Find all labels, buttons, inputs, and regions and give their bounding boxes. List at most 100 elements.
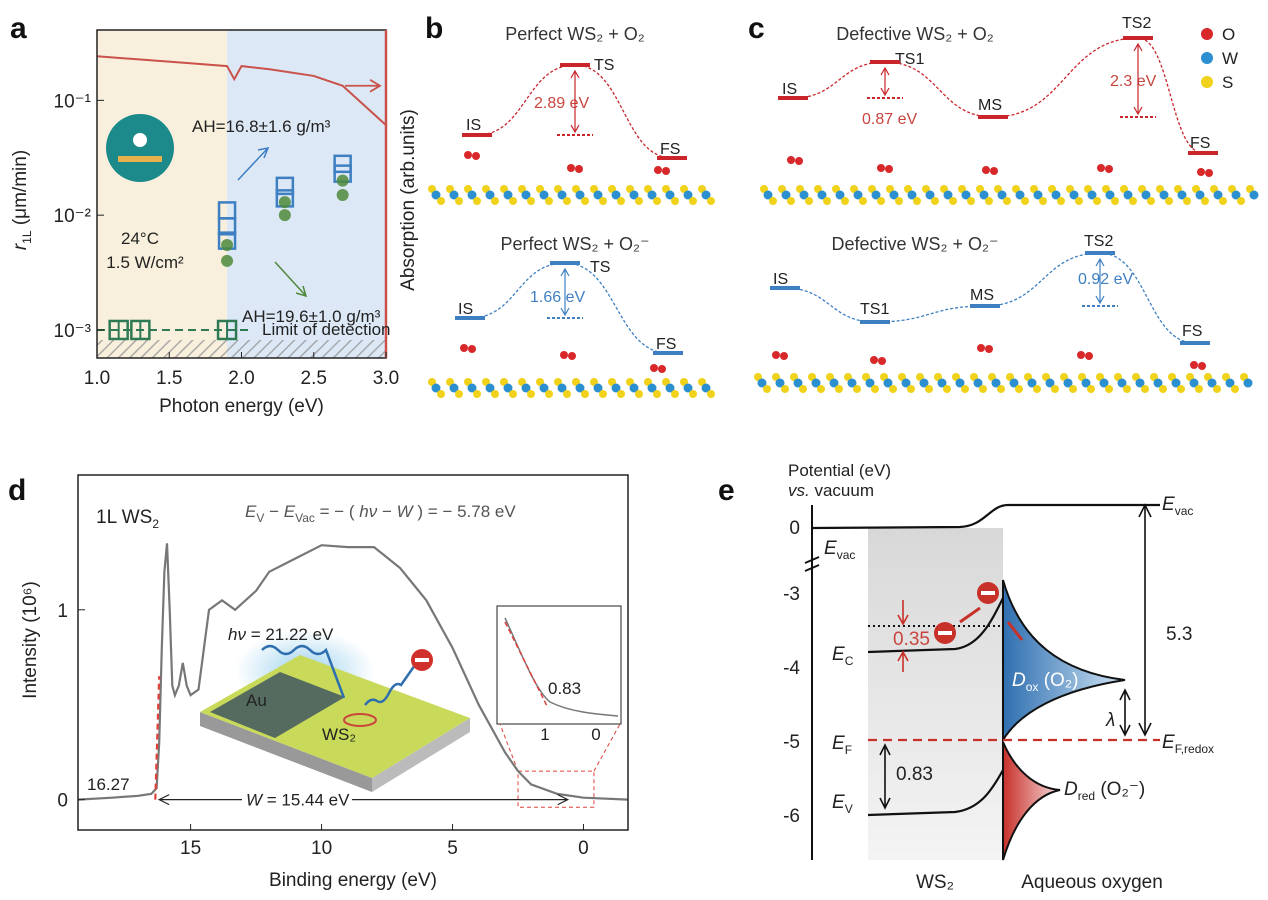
atom	[1105, 385, 1113, 393]
level-sub: vac	[837, 548, 856, 562]
state-label: TS1	[860, 301, 889, 318]
atom	[1075, 197, 1083, 205]
panel-label: b	[425, 12, 443, 45]
oxygen	[560, 351, 568, 359]
oxygen	[472, 152, 480, 160]
sample-label: 1L WS2	[96, 507, 159, 531]
equation-part: −	[377, 502, 396, 521]
y-axis-label: Intensity (10⁶)	[20, 581, 41, 699]
point	[278, 196, 291, 209]
substrate-side	[372, 718, 470, 792]
axis-title: vs. vacuum	[788, 481, 874, 500]
state-label: IS	[773, 271, 788, 288]
atom	[757, 378, 767, 388]
state-label: TS1	[895, 51, 924, 68]
oxygen	[1097, 164, 1105, 172]
axis-title-part: vacuum	[810, 481, 874, 500]
dos-label: Dred (O₂⁻)	[1064, 779, 1145, 803]
atom	[455, 390, 463, 398]
atom	[877, 197, 885, 205]
oxygen	[1205, 169, 1213, 177]
atom	[485, 190, 495, 200]
oxygen	[795, 157, 803, 165]
atom	[611, 383, 621, 393]
atom	[539, 383, 549, 393]
fit-line	[154, 676, 161, 800]
atom	[1207, 378, 1217, 388]
panel-label: e	[718, 474, 735, 507]
series-label: AH=19.6±1.0 g/m³	[242, 307, 381, 326]
atom	[473, 197, 481, 205]
sample-part: 1L WS	[96, 507, 152, 528]
y-label-sub: 1L	[20, 230, 34, 244]
atom	[545, 197, 553, 205]
atom	[871, 385, 879, 393]
state-label: TS	[594, 57, 614, 74]
atom	[1219, 197, 1227, 205]
tick-label: -5	[783, 732, 800, 753]
atom	[617, 197, 625, 205]
cutoff-label: 16.27	[87, 775, 130, 794]
atom	[907, 190, 917, 200]
legend-label: O	[1222, 25, 1235, 44]
atom	[1093, 197, 1101, 205]
atom	[545, 390, 553, 398]
atom	[707, 390, 715, 398]
oxygen	[650, 364, 658, 372]
atom	[817, 385, 825, 393]
legend-dot	[1201, 28, 1213, 40]
arrow	[237, 146, 270, 181]
dred-curve	[1002, 741, 1061, 861]
atom	[467, 190, 477, 200]
level-symbol: E	[832, 733, 845, 754]
atom	[563, 197, 571, 205]
atom	[901, 378, 911, 388]
point	[275, 176, 295, 196]
oxygen	[985, 345, 993, 353]
atom	[509, 390, 517, 398]
atom	[1081, 378, 1091, 388]
evac-line	[811, 503, 1160, 530]
atom	[1063, 378, 1073, 388]
legend-label: W	[1222, 49, 1238, 68]
atom	[527, 197, 535, 205]
value-label: 0.83	[896, 764, 933, 785]
atom	[1123, 190, 1133, 200]
electron-sign	[981, 591, 995, 595]
y-tick-label: 1	[57, 601, 68, 622]
atom	[593, 383, 603, 393]
atom	[647, 190, 657, 200]
atom	[997, 385, 1005, 393]
level-sub: F,redox	[1175, 742, 1214, 756]
atom	[581, 197, 589, 205]
atom	[835, 385, 843, 393]
diagram-title: Perfect WS₂ + O₂	[505, 24, 645, 44]
dos-sub: ox	[1026, 680, 1039, 694]
atom	[593, 190, 603, 200]
state-label: FS	[660, 141, 680, 158]
level-symbol: E	[1162, 732, 1175, 753]
ws2-slab	[754, 373, 1253, 393]
atom	[799, 385, 807, 393]
oxygen	[990, 167, 998, 175]
atom	[835, 190, 845, 200]
equation-part: hν	[359, 502, 377, 521]
atom	[871, 190, 881, 200]
atom	[1183, 197, 1191, 205]
oxygen	[460, 344, 468, 352]
level-label: EF	[832, 733, 852, 757]
atom	[889, 385, 897, 393]
atom	[1177, 190, 1187, 200]
level-label: EV	[832, 792, 853, 816]
atom	[635, 390, 643, 398]
value-label: λ	[1105, 710, 1115, 731]
atom	[1201, 197, 1209, 205]
barrier-arrow	[1133, 42, 1143, 116]
point	[336, 188, 349, 201]
y-tick-label: 10⁻¹	[54, 91, 92, 112]
atom	[763, 385, 771, 393]
atom	[1087, 385, 1095, 393]
atom	[503, 383, 513, 393]
atom	[611, 190, 621, 200]
arrow	[345, 78, 382, 93]
